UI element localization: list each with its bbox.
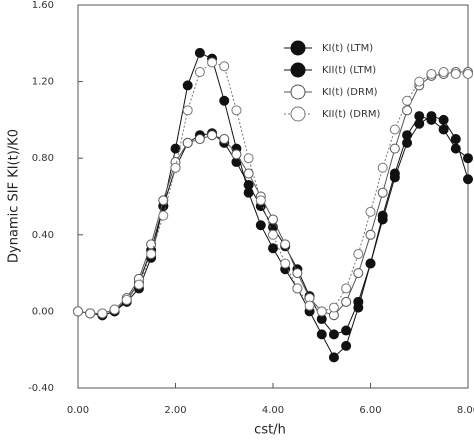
data-point (414, 76, 425, 87)
data-point (109, 304, 120, 315)
data-point (133, 279, 144, 290)
data-point (353, 268, 364, 279)
data-point (219, 134, 230, 145)
data-point (341, 325, 352, 336)
legend-marker (290, 40, 306, 56)
y-axis-title: Dynamic SIF KI(t)/K0 (7, 129, 22, 263)
data-point (463, 153, 473, 164)
x-tick-label: 2.00 (164, 405, 186, 416)
data-point (426, 68, 437, 79)
data-point (402, 95, 413, 106)
plot-frame (77, 4, 469, 389)
data-point (377, 210, 388, 221)
data-point (328, 352, 339, 363)
data-point (268, 229, 278, 240)
data-point (243, 187, 254, 198)
data-point (231, 149, 242, 160)
data-point (219, 61, 230, 72)
data-point (207, 130, 218, 141)
data-point (280, 258, 291, 269)
data-point (316, 329, 327, 340)
data-point (292, 268, 303, 279)
data-point (146, 239, 157, 250)
x-tick-label: 6.00 (359, 405, 381, 416)
data-point (73, 306, 83, 317)
data-point (377, 187, 388, 198)
data-point (268, 214, 278, 225)
data-point (365, 229, 376, 240)
data-point (255, 195, 266, 206)
x-tick-label: 4.00 (262, 405, 284, 416)
data-point (402, 130, 413, 141)
data-point (292, 283, 303, 294)
data-point (389, 143, 400, 154)
data-point (365, 258, 376, 269)
data-point (414, 111, 425, 122)
data-point (438, 124, 449, 135)
data-point (182, 80, 193, 91)
data-point (341, 283, 352, 294)
y-tick-label: 0.00 (32, 306, 54, 317)
data-point (450, 143, 461, 154)
data-point (450, 68, 461, 79)
data-point (280, 239, 291, 250)
data-point (353, 248, 364, 259)
legend-label: KI(t) (DRM) (322, 87, 378, 98)
data-point (316, 306, 327, 317)
data-point (170, 143, 181, 154)
data-point (341, 340, 352, 351)
data-point (463, 68, 473, 79)
data-point (450, 134, 461, 145)
data-point (194, 67, 205, 78)
data-point (438, 114, 449, 125)
x-axis-title: cst/h (254, 423, 286, 438)
data-point (158, 195, 169, 206)
y-tick-label: 0.80 (32, 153, 54, 164)
data-point (389, 168, 400, 179)
data-point (170, 162, 181, 173)
data-point (304, 300, 315, 311)
data-point (207, 57, 218, 68)
data-point (243, 153, 254, 164)
legend-label: KI(t) (LTM) (322, 43, 373, 54)
data-point (182, 137, 193, 148)
x-tick-label: 8.00 (457, 405, 474, 416)
data-point (194, 47, 205, 58)
data-point (438, 67, 449, 78)
legend-marker (290, 106, 306, 122)
data-point (231, 105, 242, 116)
data-point (121, 294, 132, 305)
data-point (341, 296, 352, 307)
data-point (389, 124, 400, 135)
legend-marker (290, 84, 306, 100)
data-point (353, 302, 364, 313)
data-point (219, 95, 230, 106)
data-point (158, 210, 169, 221)
data-point (328, 329, 339, 340)
y-tick-label: 1.60 (32, 0, 54, 11)
y-tick-label: 1.20 (32, 77, 54, 88)
data-point (426, 114, 437, 125)
x-tick-label: 0.00 (67, 405, 89, 416)
data-point (97, 308, 108, 319)
data-point (268, 243, 278, 254)
data-point (182, 105, 193, 116)
y-tick-label: -0.40 (28, 383, 54, 394)
data-point (463, 174, 473, 185)
y-tick-label: 0.40 (32, 230, 54, 241)
data-point (365, 206, 376, 217)
data-point (194, 134, 205, 145)
data-point (85, 308, 96, 319)
data-point (255, 220, 266, 231)
data-point (146, 248, 157, 259)
data-point (377, 162, 388, 173)
legend-label: KII(t) (DRM) (322, 109, 381, 120)
data-point (328, 302, 339, 313)
legend-label: KII(t) (LTM) (322, 65, 376, 76)
legend-marker (290, 62, 306, 78)
